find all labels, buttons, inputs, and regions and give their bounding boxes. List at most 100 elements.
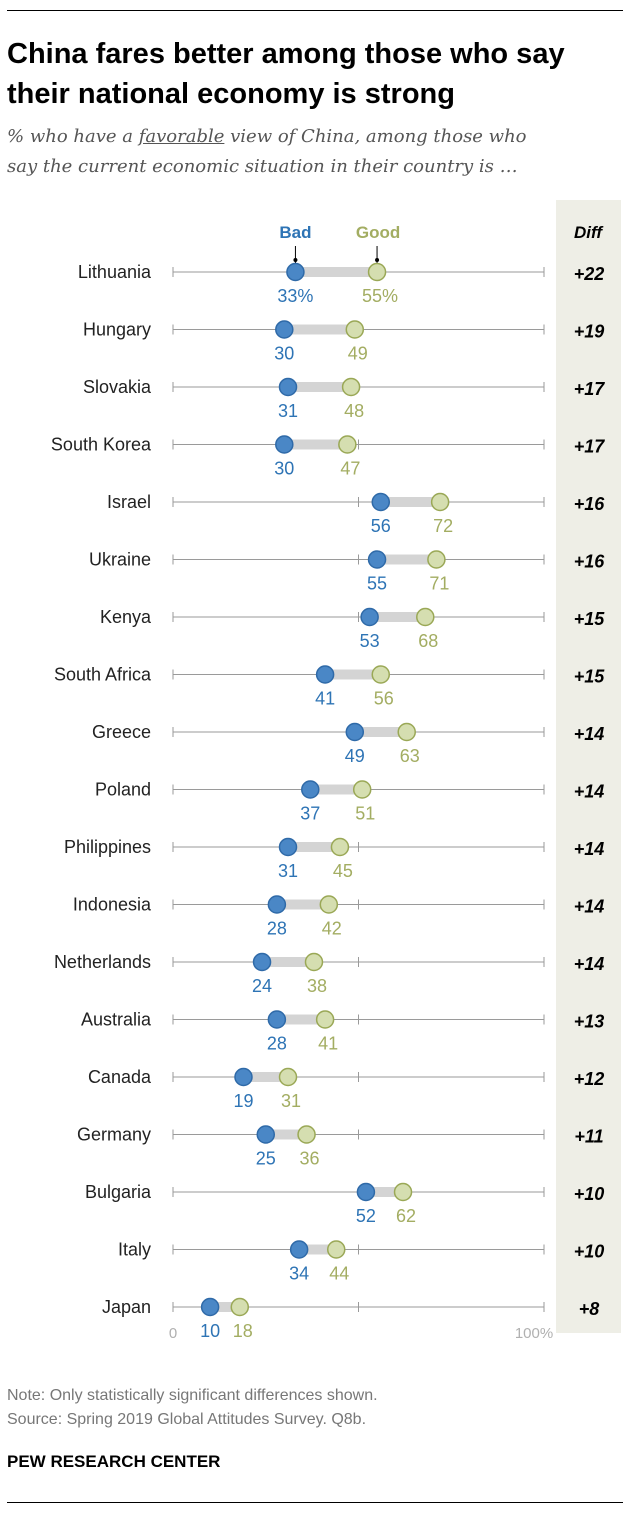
diff-value: +16 [574, 494, 606, 514]
subtitle-line-2: say the current economic situation in th… [7, 156, 518, 177]
good-dot [341, 377, 361, 397]
bad-dot [278, 837, 298, 857]
bad-dot [289, 1240, 309, 1259]
bad-value-label: 34 [289, 1264, 309, 1284]
good-value-label: 44 [329, 1264, 349, 1284]
diff-value: +14 [574, 782, 605, 802]
good-value-label: 45 [333, 861, 353, 881]
bad-dot [278, 377, 298, 397]
diff-value: +16 [574, 552, 606, 572]
country-label: Slovakia [83, 377, 152, 397]
good-dot [345, 320, 365, 339]
good-value-label: 48 [344, 401, 364, 421]
diff-value: +14 [574, 724, 605, 744]
bad-dot [371, 492, 391, 512]
good-dot [393, 1182, 413, 1202]
bad-dot [252, 952, 272, 972]
bad-dot [286, 262, 305, 282]
good-value-label: 62 [396, 1206, 416, 1226]
good-dot [319, 895, 339, 914]
good-dot [297, 1125, 316, 1144]
diff-value: +10 [574, 1184, 605, 1204]
bad-value-label: 31 [278, 401, 298, 421]
country-label: Canada [88, 1067, 152, 1087]
diff-value: +13 [574, 1012, 605, 1032]
diff-value: +15 [574, 609, 606, 629]
country-label: Lithuania [78, 262, 152, 282]
bad-dot [267, 895, 287, 914]
bad-dot [356, 1182, 376, 1202]
good-dot [330, 837, 350, 857]
bad-dot [360, 607, 379, 627]
legend-good-pointer-dot [375, 258, 380, 262]
good-value-label: 47 [340, 459, 360, 479]
diff-value: +22 [574, 264, 605, 284]
bad-value-label: 37 [300, 804, 320, 824]
subtitle-pre: % who have a [7, 126, 139, 147]
top-rule [7, 10, 623, 11]
footnote-note: Note: Only statistically significant dif… [7, 1387, 378, 1404]
bad-value-label: 25 [256, 1149, 276, 1169]
good-value-label: 71 [429, 574, 449, 594]
bad-dot [367, 550, 387, 569]
bad-value-label: 41 [315, 689, 335, 709]
good-dot [326, 1240, 346, 1259]
bad-value-label: 49 [345, 746, 365, 766]
country-label: Greece [92, 722, 151, 742]
bad-value-label: 56 [371, 516, 391, 536]
bad-value-label: 19 [233, 1091, 253, 1111]
country-label: Germany [77, 1125, 151, 1145]
country-label: South Africa [54, 665, 152, 685]
country-label: Philippines [64, 837, 151, 857]
good-dot [352, 780, 372, 799]
good-value-label: 49 [348, 344, 368, 364]
axis-tick-label-100: 100% [515, 1325, 553, 1340]
good-dot [367, 262, 387, 282]
bad-value-label: 33% [277, 286, 313, 306]
diff-value: +11 [574, 1127, 603, 1147]
good-dot [278, 1067, 298, 1087]
legend-good: Good [356, 223, 400, 242]
country-label: Bulgaria [85, 1182, 152, 1202]
diff-value: +15 [574, 667, 606, 687]
good-value-label: 63 [400, 746, 420, 766]
good-value-label: 68 [418, 631, 438, 651]
bad-value-label: 52 [356, 1206, 376, 1226]
good-value-label: 42 [322, 919, 342, 939]
good-dot [304, 952, 324, 972]
good-value-label: 51 [355, 804, 375, 824]
good-dot [371, 665, 391, 684]
country-label: South Korea [51, 435, 152, 455]
good-value-label: 36 [300, 1149, 320, 1169]
good-value-label: 38 [307, 976, 327, 996]
diff-value: +17 [574, 437, 606, 457]
bottom-rule [7, 1502, 623, 1503]
bad-value-label: 31 [278, 861, 298, 881]
country-label: Netherlands [54, 952, 151, 972]
diff-column-panel [556, 200, 621, 1333]
bad-value-label: 24 [252, 976, 272, 996]
good-dot [230, 1297, 250, 1317]
good-value-label: 31 [281, 1091, 301, 1111]
bad-dot [301, 780, 320, 799]
pew-logo-text: PEW RESEARCH CENTER [7, 1452, 221, 1471]
bad-dot [256, 1125, 275, 1144]
good-value-label: 72 [433, 516, 453, 536]
bad-value-label: 10 [200, 1321, 220, 1340]
chart-subtitle: % who have a favorable view of China, am… [7, 122, 623, 182]
axis-tick-label-0: 0 [169, 1325, 177, 1340]
bad-value-label: 53 [360, 631, 380, 651]
title-line-2: their national economy is strong [7, 78, 455, 110]
chart-title: China fares better among those who say t… [7, 34, 623, 114]
diff-value: +17 [574, 379, 606, 399]
bad-value-label: 30 [274, 344, 294, 364]
bad-dot [267, 1010, 287, 1029]
subtitle-underlined: favorable [138, 126, 225, 147]
diff-value: +14 [574, 839, 605, 859]
dot-plot-chart: Diff Bad Good Lithuania 33% 55% +22 Hungary 30 49… [51, 200, 621, 1340]
subtitle-post: view of China, among those who [224, 126, 527, 147]
legend-bad-pointer-dot [293, 258, 298, 262]
bad-value-label: 30 [274, 459, 294, 479]
bad-dot [275, 435, 294, 454]
good-dot [430, 492, 450, 512]
